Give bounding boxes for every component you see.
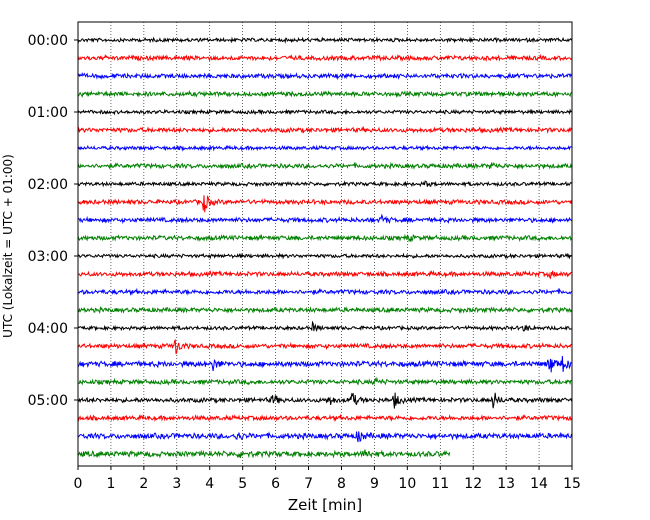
y-tick-label: 03:00 <box>28 249 68 265</box>
seismic-traces <box>77 36 572 459</box>
x-tick-label: 8 <box>337 476 346 492</box>
y-tick-label: 00:00 <box>28 33 68 49</box>
trace-0415 <box>77 338 572 355</box>
trace-0100 <box>77 108 572 116</box>
trace-0315 <box>77 269 572 280</box>
x-tick-label: 14 <box>530 476 548 492</box>
trace-0015 <box>77 53 572 63</box>
trace-0145 <box>77 161 572 170</box>
trace-0230 <box>77 213 572 225</box>
trace-0500 <box>77 392 572 409</box>
x-tick-label: 1 <box>106 476 115 492</box>
trace-0530 <box>77 431 572 443</box>
trace-0045 <box>77 89 572 98</box>
plot-frame <box>77 21 573 467</box>
x-tick-label: 9 <box>370 476 379 492</box>
x-tick-label: 12 <box>464 476 482 492</box>
y-tick-label: 01:00 <box>28 105 68 121</box>
x-tick-label: 5 <box>238 476 247 492</box>
trace-0200 <box>77 180 572 188</box>
trace-0400 <box>77 320 572 333</box>
x-tick-label: 10 <box>398 476 416 492</box>
grid-lines <box>110 22 540 466</box>
trace-0030 <box>77 71 572 81</box>
trace-0330 <box>77 287 572 296</box>
x-tick-label: 11 <box>431 476 449 492</box>
x-axis: 0 1 2 3 4 5 6 7 8 9 10 11 12 13 14 15 <box>74 466 581 492</box>
trace-0445 <box>77 376 572 386</box>
y-tick-label: 05:00 <box>28 393 68 409</box>
trace-0245 <box>77 233 572 243</box>
x-tick-label: 4 <box>205 476 214 492</box>
x-tick-label: 15 <box>563 476 581 492</box>
trace-0000 <box>77 36 572 44</box>
y-axis: 00:00 01:00 02:00 03:00 04:00 05:00 <box>28 33 78 409</box>
trace-0215 <box>78 195 572 213</box>
trace-0115 <box>77 125 572 134</box>
trace-0130 <box>77 144 572 152</box>
y-tick-label: 04:00 <box>28 321 68 337</box>
x-tick-label: 3 <box>172 476 181 492</box>
trace-0515 <box>77 413 572 423</box>
y-axis-label: UTC (Lokalzeit = UTC + 01:00) <box>1 154 15 338</box>
x-tick-label: 2 <box>139 476 148 492</box>
trace-0545 <box>77 449 451 459</box>
y-tick-label: 02:00 <box>28 177 68 193</box>
trace-0300 <box>77 252 572 260</box>
trace-0430 <box>77 356 572 373</box>
x-tick-label: 7 <box>304 476 313 492</box>
x-axis-label: Zeit [min] <box>288 496 362 514</box>
x-tick-label: 0 <box>74 476 83 492</box>
x-tick-label: 6 <box>271 476 280 492</box>
x-tick-label: 13 <box>497 476 515 492</box>
trace-0345 <box>77 305 572 314</box>
